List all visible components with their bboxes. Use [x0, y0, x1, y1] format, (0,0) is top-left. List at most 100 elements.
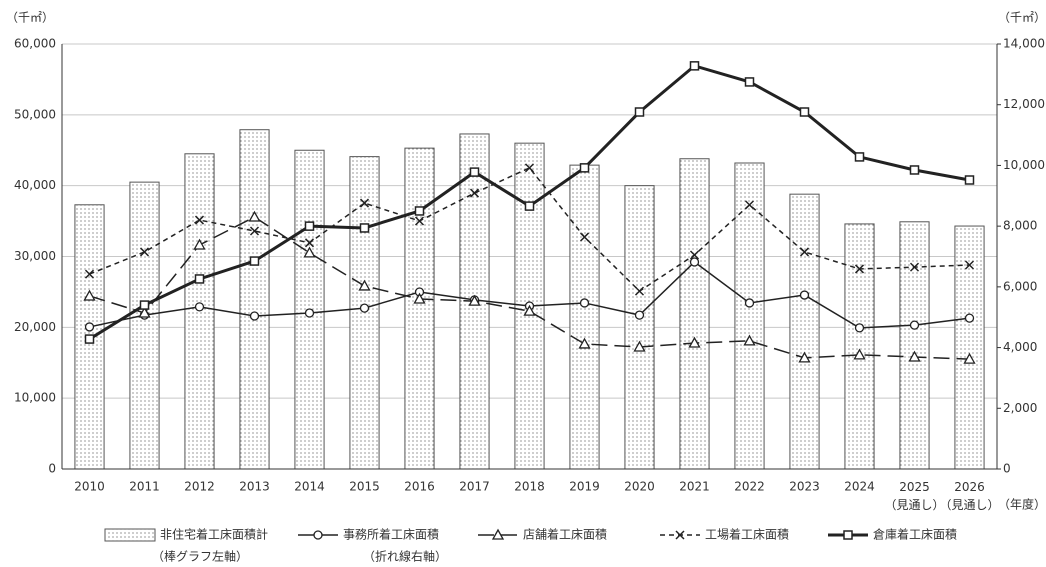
marker: [304, 238, 315, 248]
legend-note: （折れ線右軸）: [363, 549, 447, 564]
bar: [899, 221, 930, 470]
marker: [524, 201, 535, 211]
marker: [413, 292, 426, 304]
x-tick-label: 2010: [74, 480, 105, 494]
marker: [83, 289, 96, 301]
marker: [799, 247, 810, 257]
marker: [84, 269, 95, 279]
y-tick-label: 30,000: [14, 249, 56, 263]
marker: [193, 238, 206, 250]
legend-label: 店舗着工床面積: [523, 527, 607, 542]
marker: [634, 286, 645, 296]
bar: [954, 225, 985, 470]
legend-label: 事務所着工床面積: [343, 527, 439, 542]
marker: [675, 530, 685, 540]
y-tick-label: 10,000: [14, 391, 56, 405]
marker: [138, 306, 151, 318]
marker: [249, 311, 260, 321]
marker: [304, 308, 315, 318]
marker: [194, 302, 205, 312]
marker: [491, 528, 505, 540]
legend-label: 非住宅着工床面積計: [160, 527, 268, 542]
y2-tick-label: 14,000: [1003, 37, 1045, 51]
marker: [579, 232, 590, 242]
marker: [799, 107, 810, 117]
marker: [524, 163, 535, 173]
marker: [964, 260, 975, 270]
marker: [798, 351, 811, 363]
marker: [414, 206, 425, 216]
marker: [964, 175, 975, 185]
x-tick-label: 2012: [184, 480, 215, 494]
y2-tick-label: 8,000: [1003, 219, 1037, 233]
x-tick-label: 2017: [459, 480, 490, 494]
marker: [578, 337, 591, 349]
x-tick-label: 2013: [239, 480, 270, 494]
x-tick-label: 2018: [514, 480, 545, 494]
x-tick-label: 2019: [569, 480, 600, 494]
y-tick-label: 40,000: [14, 178, 56, 192]
marker: [249, 256, 260, 266]
legend-label: 工場着工床面積: [705, 527, 789, 542]
marker: [744, 77, 755, 87]
y2-tick-label: 4,000: [1003, 340, 1037, 354]
x-tick-label: 2016: [404, 480, 435, 494]
marker: [633, 340, 646, 352]
x-tick-label: 2015: [349, 480, 380, 494]
x-tick-label: 2011: [129, 480, 160, 494]
marker: [908, 350, 921, 362]
marker: [313, 530, 323, 540]
x-tick-label: 2014: [294, 480, 325, 494]
y-unit-label: （千㎡）: [6, 11, 54, 25]
marker: [579, 298, 590, 308]
marker: [854, 152, 865, 162]
marker: [909, 165, 920, 175]
marker: [359, 223, 370, 233]
series-line: [89, 216, 970, 360]
y2-tick-label: 6,000: [1003, 279, 1037, 293]
marker: [194, 274, 205, 284]
marker: [744, 298, 755, 308]
bar: [624, 185, 655, 470]
marker: [84, 322, 95, 332]
marker: [689, 250, 700, 260]
y-tick-label: 0: [48, 462, 56, 476]
marker: [248, 210, 261, 222]
y-tick-label: 50,000: [14, 107, 56, 121]
marker: [139, 247, 150, 257]
marker: [139, 300, 150, 310]
marker: [303, 246, 316, 258]
marker: [853, 348, 866, 360]
legend-label: 倉庫着工床面積: [873, 527, 957, 542]
marker: [523, 304, 536, 316]
y2-tick-label: 2,000: [1003, 401, 1037, 415]
marker: [689, 61, 700, 71]
bar: [129, 181, 160, 470]
marker: [743, 334, 756, 346]
marker: [359, 198, 370, 208]
x-tick-label: 2022: [734, 480, 765, 494]
marker: [84, 334, 95, 344]
marker: [194, 215, 205, 225]
x-unit-label: （年度）: [998, 497, 1046, 512]
bar: [789, 193, 820, 470]
marker: [304, 221, 315, 231]
bar: [349, 156, 380, 470]
marker: [799, 290, 810, 300]
marker: [469, 188, 480, 198]
marker: [414, 216, 425, 226]
y2-tick-label: 0: [1003, 462, 1011, 476]
marker: [854, 264, 865, 274]
marker: [359, 303, 370, 313]
bar: [679, 158, 710, 470]
bar: [844, 223, 875, 470]
marker: [744, 200, 755, 210]
marker: [689, 257, 700, 267]
y2-tick-label: 12,000: [1003, 97, 1045, 111]
marker: [634, 107, 645, 117]
marker: [843, 530, 853, 540]
bar: [239, 129, 270, 470]
bar: [569, 164, 600, 470]
x-tick-label: 2024: [844, 480, 875, 494]
marker: [854, 323, 865, 333]
